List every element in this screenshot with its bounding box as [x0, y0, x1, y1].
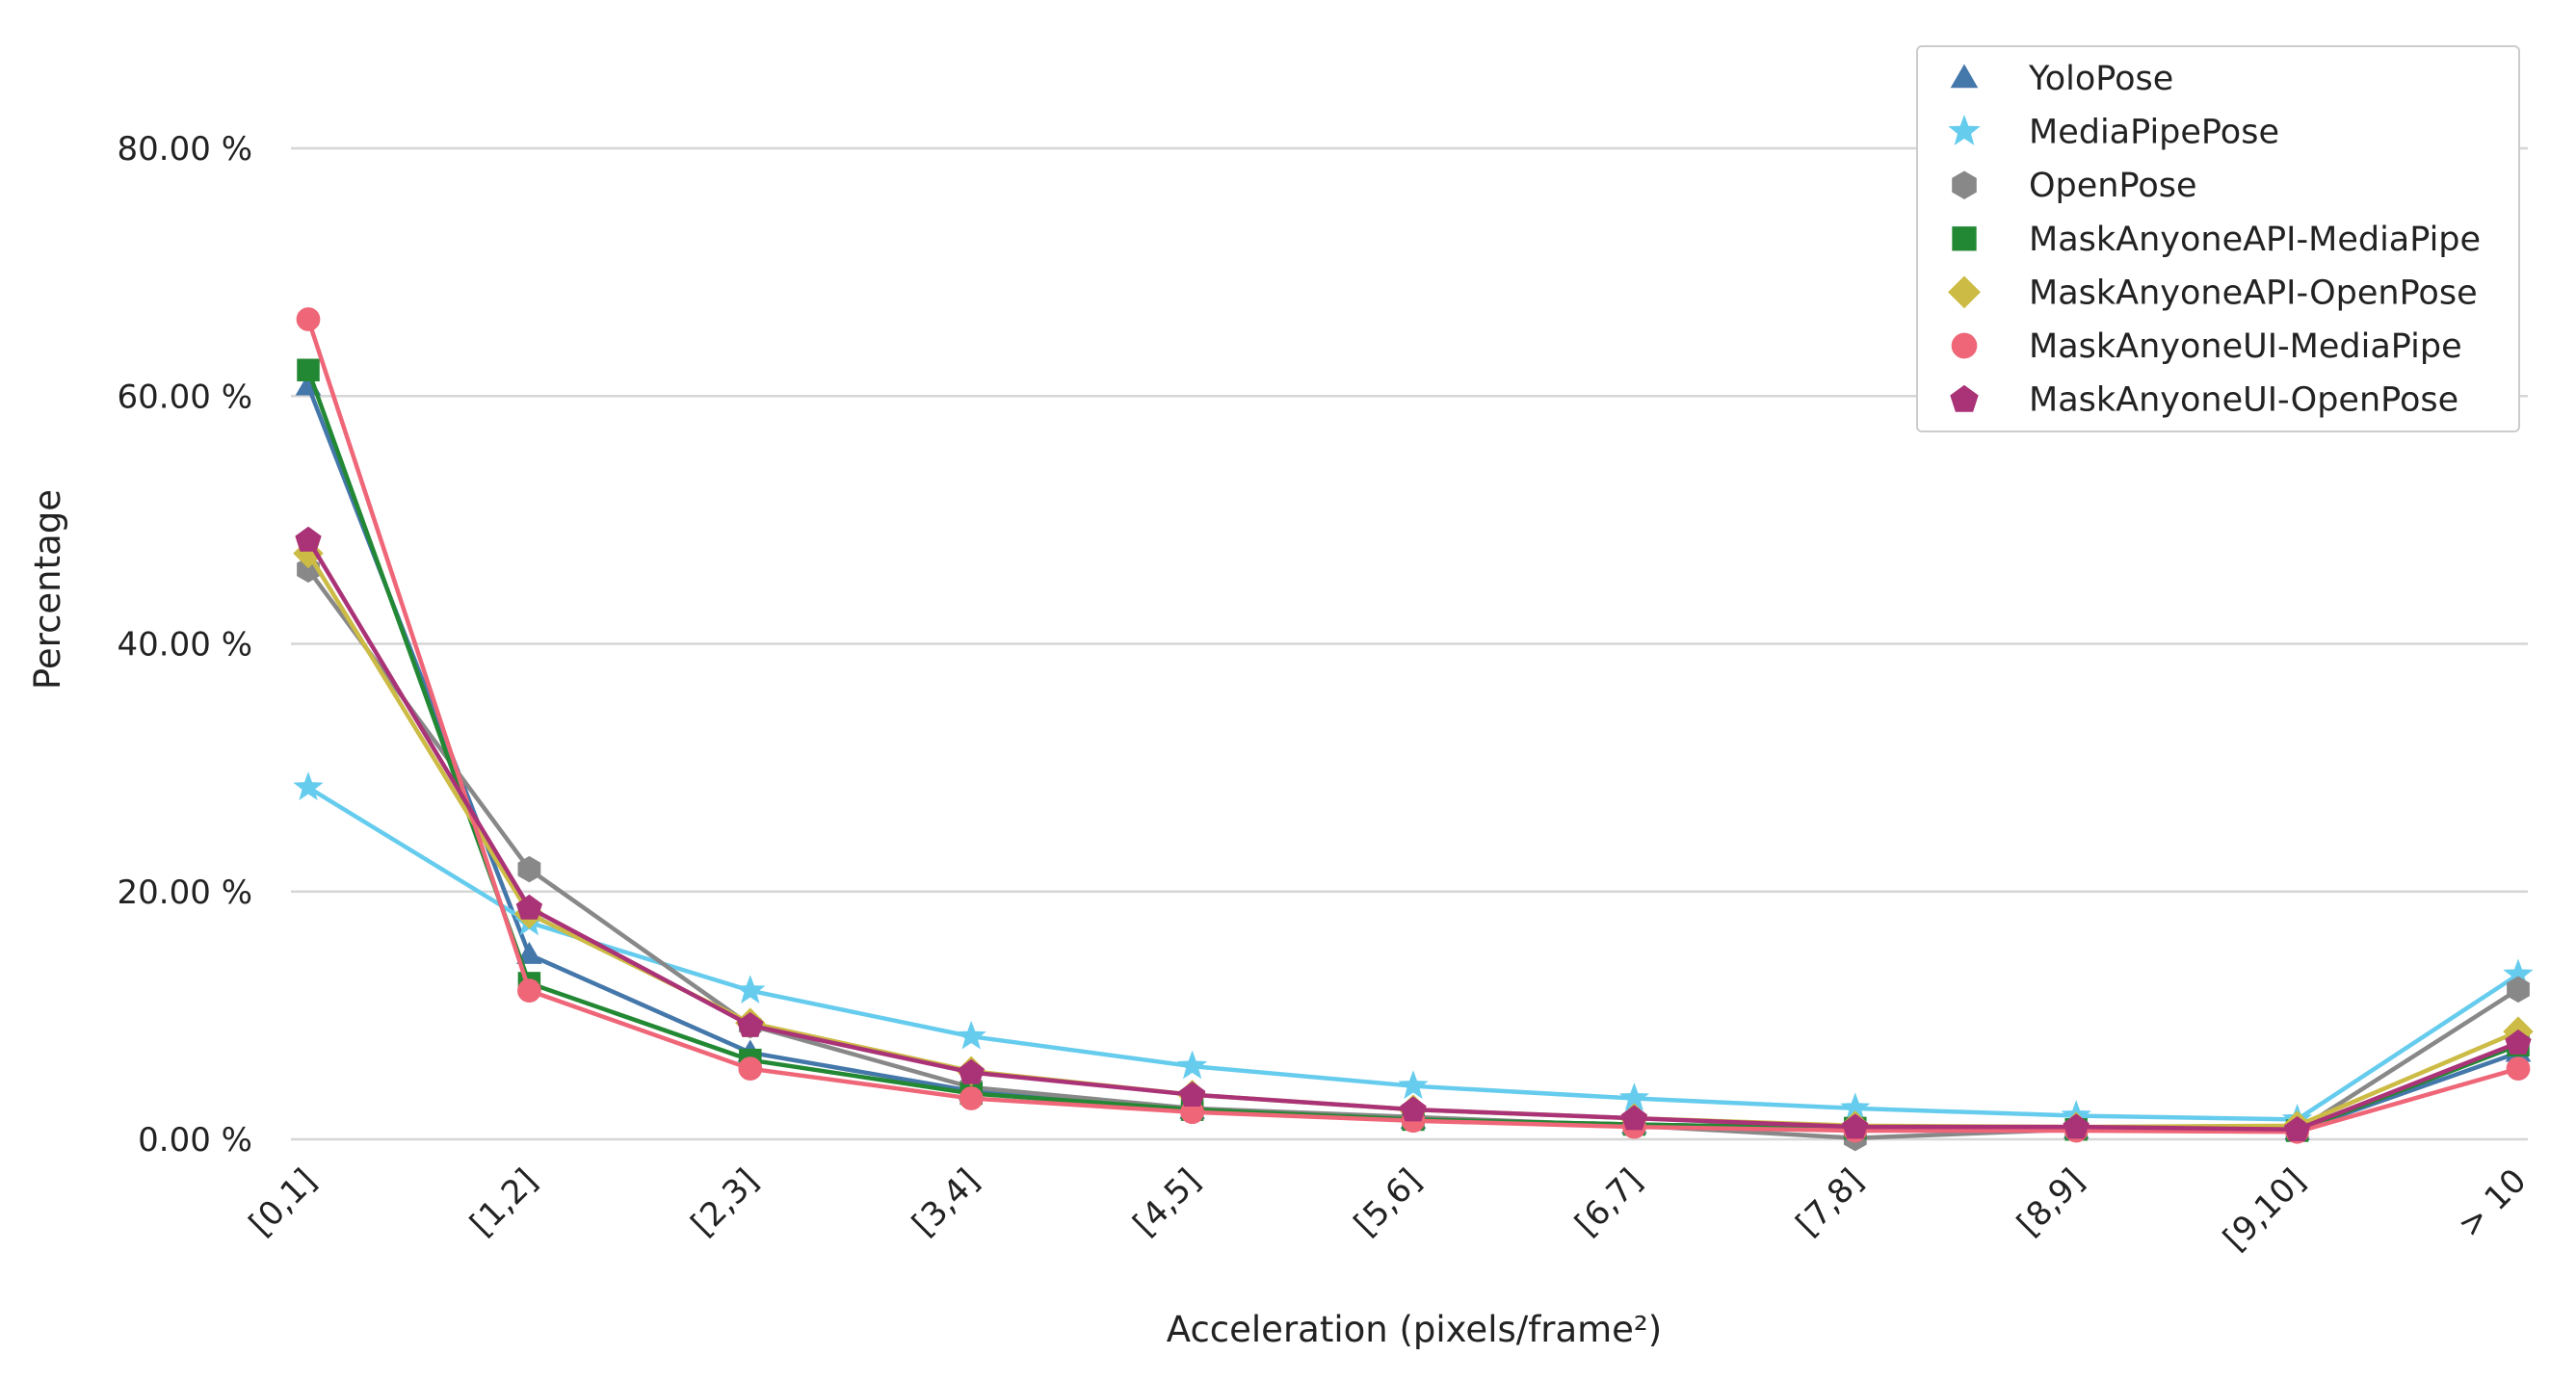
- data-point: [738, 1056, 763, 1082]
- data-point: [2063, 1113, 2090, 1139]
- x-tick-label: [9,10]: [2216, 1161, 2313, 1259]
- data-point: [296, 307, 321, 331]
- data-point: [959, 1086, 984, 1110]
- y-tick-label: 80.00 %: [118, 130, 252, 169]
- data-point: [1620, 1105, 1648, 1131]
- legend-marker: [1952, 226, 1977, 251]
- legend-label: MediaPipePose: [2029, 114, 2279, 152]
- legend-box: [1916, 45, 2520, 432]
- x-tick-label: [2,3]: [684, 1161, 766, 1243]
- data-point: [1176, 1050, 1208, 1080]
- series-maskanyoneapi-mediapipe: [297, 358, 2530, 1142]
- x-tick-label: [5,6]: [1347, 1161, 1429, 1243]
- data-point: [956, 1020, 986, 1050]
- x-axis-label: Acceleration (pixels/frame²): [1167, 1309, 1662, 1350]
- legend-label: MaskAnyoneAPI-OpenPose: [2029, 274, 2478, 312]
- legend-marker: [1950, 64, 1979, 89]
- series-layer: [293, 307, 2534, 1152]
- data-point: [2283, 1115, 2311, 1141]
- x-tick-label: [4,5]: [1126, 1161, 1208, 1243]
- series-line: [305, 318, 2519, 1134]
- data-point: [1400, 1096, 1427, 1122]
- legend-label: MaskAnyoneUI-OpenPose: [2029, 381, 2458, 420]
- data-point: [293, 771, 324, 801]
- data-point: [297, 358, 320, 381]
- series-maskanyoneui-openpose: [295, 526, 2532, 1141]
- x-tick-label: [7,8]: [1789, 1161, 1871, 1243]
- legend-marker: [1948, 114, 1981, 145]
- legend-marker: [1952, 170, 1977, 199]
- x-tick-label: [3,4]: [905, 1161, 986, 1243]
- x-tick-label: [8,9]: [2010, 1161, 2091, 1243]
- data-point: [1398, 1070, 1429, 1099]
- series-maskanyoneapi-openpose: [293, 537, 2534, 1142]
- y-axis-label: Percentage: [27, 489, 68, 690]
- data-point: [2505, 1029, 2532, 1055]
- y-tick-label: 60.00 %: [118, 378, 252, 416]
- y-tick-label: 0.00 %: [138, 1121, 252, 1160]
- series-line: [306, 785, 2520, 1122]
- data-point: [737, 1011, 764, 1037]
- series-openpose: [297, 556, 2530, 1152]
- x-tick-label: > 10: [2451, 1161, 2535, 1245]
- y-tick-label: 40.00 %: [118, 626, 252, 665]
- series-line: [305, 369, 2519, 1134]
- x-tick-label: [0,1]: [242, 1161, 324, 1243]
- legend-marker: [1950, 384, 1979, 412]
- series-line: [306, 567, 2520, 1140]
- data-point: [735, 975, 766, 1004]
- y-tick-label: 20.00 %: [118, 874, 252, 912]
- series-mediapipepose: [293, 771, 2534, 1133]
- legend-label: MaskAnyoneAPI-MediaPipe: [2029, 221, 2481, 259]
- legend: YoloPose MediaPipePose OpenPose MaskAnyoneA…: [1916, 45, 2520, 432]
- series-line: [306, 538, 2519, 1132]
- data-point: [2506, 1056, 2531, 1082]
- x-tick-label: [6,7]: [1567, 1161, 1649, 1243]
- legend-label: YoloPose: [2028, 60, 2173, 98]
- data-point: [517, 855, 541, 883]
- legend-label: MaskAnyoneUI-MediaPipe: [2029, 327, 2462, 366]
- data-point: [1842, 1113, 1869, 1139]
- data-point: [958, 1058, 985, 1084]
- y-axis-ticks: 0.00 % 20.00 % 40.00 % 60.00 % 80.00 %: [118, 130, 252, 1160]
- data-point: [516, 941, 542, 964]
- data-point: [515, 894, 543, 920]
- data-point: [2507, 976, 2530, 1004]
- x-tick-label: [1,2]: [462, 1161, 544, 1243]
- legend-marker: [1948, 275, 1981, 309]
- legend-label: OpenPose: [2029, 167, 2197, 205]
- series-line: [305, 385, 2519, 1134]
- x-axis-ticks: [0,1] [1,2] [2,3] [3,4] [4,5] [5,6] [6,7] [7,8]…: [242, 1161, 2534, 1259]
- legend-marker: [1951, 332, 1978, 359]
- data-point: [1178, 1081, 1206, 1107]
- series-line: [306, 552, 2519, 1130]
- data-point: [295, 526, 322, 552]
- data-point: [517, 978, 541, 1004]
